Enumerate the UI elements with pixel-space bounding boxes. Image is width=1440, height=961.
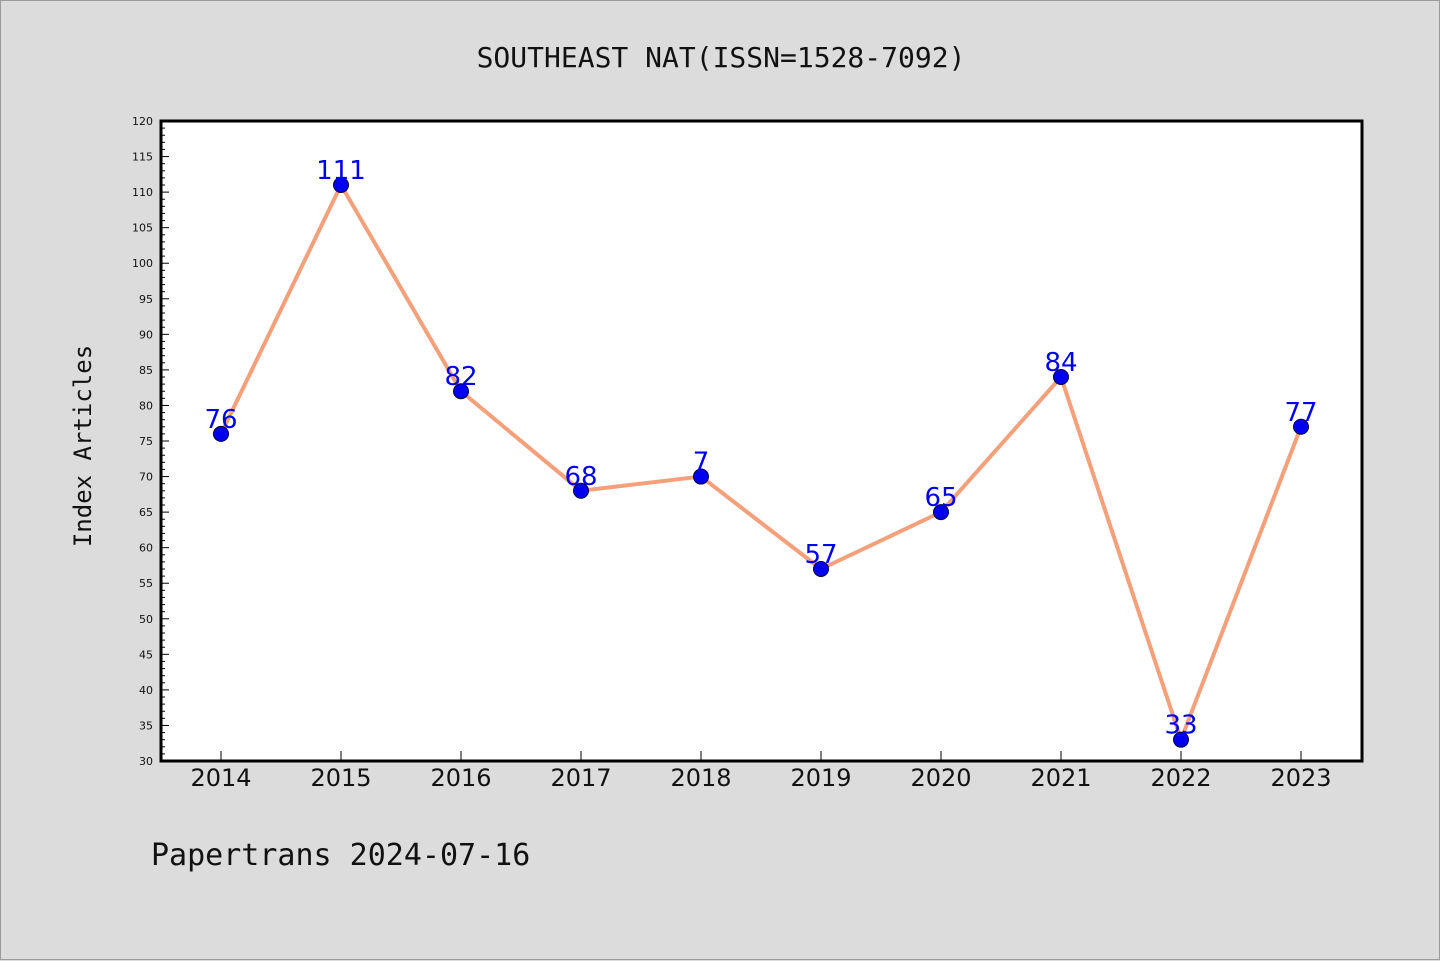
- series-polyline: [219, 183, 1303, 742]
- y-tick-label: 105: [132, 222, 153, 235]
- series-line: [219, 183, 1303, 742]
- y-tick-label: 35: [139, 719, 153, 732]
- y-tick-label: 80: [139, 399, 153, 412]
- x-tick-label: 2016: [430, 764, 491, 792]
- data-point: [1173, 731, 1189, 748]
- x-tick-label: 2023: [1270, 764, 1331, 792]
- x-tick-label: 2014: [190, 764, 251, 792]
- x-axis: 2014 2015 2016 2017 2018 2019 2020 2021 2022 2023: [190, 751, 1332, 792]
- footer-text: Papertrans 2024-07-16: [151, 838, 530, 873]
- data-label: 84: [1044, 348, 1077, 378]
- data-point: [813, 561, 829, 577]
- data-point: [213, 425, 229, 442]
- plot-area: [161, 121, 1362, 761]
- data-point: [573, 482, 589, 499]
- y-tick-label: 30: [139, 755, 153, 768]
- y-tick-label: 40: [139, 684, 153, 697]
- y-tick-label: 115: [132, 151, 153, 164]
- series-markers: [213, 177, 1309, 748]
- data-point: [1293, 418, 1309, 435]
- x-tick-label: 2018: [670, 764, 731, 792]
- y-tick-label: 60: [139, 542, 153, 555]
- x-tick-label: 2015: [310, 764, 371, 792]
- y-tick-label: 100: [132, 257, 153, 270]
- data-label: 77: [1284, 398, 1317, 428]
- x-tick-label: 2017: [550, 764, 611, 792]
- data-point: [453, 383, 469, 400]
- data-label: 68: [564, 462, 597, 492]
- data-label: 57: [804, 540, 837, 570]
- x-tick-label: 2019: [790, 764, 851, 792]
- y-tick-label: 55: [139, 577, 153, 590]
- y-tick-label: 85: [139, 364, 153, 377]
- y-axis: 30 35 40 45 50 55 60 65 70 75 80 85 90 95 100 105 110 115…: [132, 115, 169, 768]
- data-point: [693, 468, 709, 485]
- data-labels: 76 111 82 68 7 57 65 84 33 77: [204, 156, 1317, 741]
- x-tick-label: 2020: [910, 764, 971, 792]
- chart-title: SOUTHEAST NAT(ISSN=1528-7092): [477, 41, 966, 74]
- data-label: 76: [204, 405, 237, 435]
- x-tick-label: 2021: [1030, 764, 1091, 792]
- plot-border: [159, 119, 1364, 763]
- y-tick-label: 90: [139, 328, 153, 341]
- data-label: 82: [444, 362, 477, 392]
- y-tick-label: 110: [132, 186, 153, 199]
- y-tick-label: 120: [132, 115, 153, 128]
- data-label: 111: [316, 156, 366, 186]
- y-tick-label: 45: [139, 648, 153, 661]
- y-tick-label: 75: [139, 435, 153, 448]
- y-tick-label: 65: [139, 506, 153, 519]
- y-tick-label: 95: [139, 293, 153, 306]
- data-label: 65: [924, 483, 957, 513]
- y-axis-label: Index Articles: [69, 345, 97, 547]
- data-label: 7: [693, 448, 710, 478]
- y-tick-label: 70: [139, 471, 153, 484]
- y-tick-label: 50: [139, 613, 153, 626]
- data-label: 33: [1164, 711, 1197, 741]
- data-point: [933, 504, 949, 521]
- data-point: [1053, 369, 1069, 385]
- x-tick-label: 2022: [1150, 764, 1211, 792]
- data-point: [333, 177, 349, 193]
